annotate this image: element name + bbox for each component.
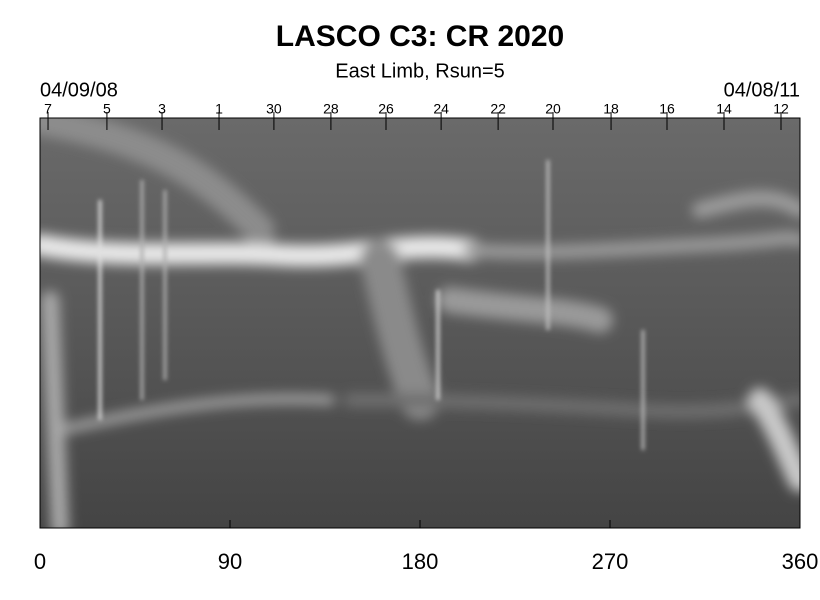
end-date: 04/08/11: [724, 79, 800, 101]
top-tick-label: 16: [659, 101, 675, 117]
x-tick-label: 0: [34, 549, 46, 574]
top-tick-label: 26: [378, 101, 394, 117]
axes: 0 90 180 270 360 7 5 3 1 30 28 26 24 22 20 18 16 14 12: [34, 101, 818, 574]
top-tick-label: 1: [215, 101, 223, 117]
synoptic-image: [40, 118, 800, 528]
x-tick-label: 270: [592, 549, 629, 574]
start-date: 04/09/08: [40, 79, 118, 101]
top-tick-label: 5: [103, 101, 111, 117]
top-tick-label: 30: [266, 101, 282, 117]
x-tick-label: 360: [782, 549, 819, 574]
chart-title: LASCO C3: CR 2020: [276, 20, 564, 53]
x-tick-label: 90: [218, 549, 242, 574]
top-tick-label: 22: [490, 101, 506, 117]
top-tick-label: 7: [44, 101, 52, 117]
top-tick-label: 20: [545, 101, 561, 117]
top-tick-label: 24: [433, 101, 449, 117]
top-tick-label: 28: [323, 101, 339, 117]
top-tick-label: 14: [716, 101, 732, 117]
top-tick-label: 3: [158, 101, 166, 117]
top-tick-label: 18: [603, 101, 619, 117]
top-tick-label: 12: [773, 101, 789, 117]
chart-subtitle: East Limb, Rsun=5: [335, 60, 505, 82]
x-tick-label: 180: [402, 549, 439, 574]
